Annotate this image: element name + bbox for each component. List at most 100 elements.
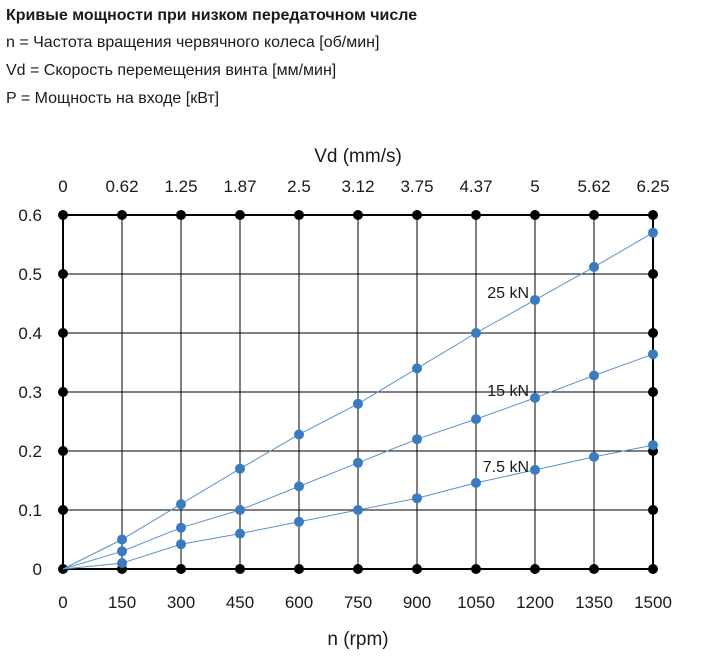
x2-tick-label: 0.62 (105, 177, 138, 196)
chart-header: Кривые мощности при низком передаточном … (6, 6, 417, 117)
frame-marker (648, 564, 658, 574)
series-label: 7.5 kN (483, 459, 529, 476)
data-point (589, 370, 599, 381)
frame-marker (58, 446, 68, 456)
data-point (117, 534, 127, 545)
x-tick-label: 300 (167, 593, 195, 612)
data-point (353, 505, 363, 515)
bottom-axis-title: n (rpm) (327, 629, 388, 650)
frame-marker (58, 505, 68, 515)
x2-tick-label: 2.5 (287, 177, 311, 196)
x2-tick-label: 5 (530, 177, 539, 196)
data-point (589, 261, 599, 272)
frame-marker (235, 564, 245, 574)
data-point (648, 227, 658, 238)
y-tick-label: 0.6 (18, 206, 42, 225)
frame-marker (58, 269, 68, 279)
frame-marker (530, 210, 540, 220)
y-tick-label: 0.4 (18, 324, 42, 343)
x2-tick-label: 5.62 (577, 177, 610, 196)
x2-tick-label: 1.87 (223, 177, 256, 196)
frame-marker (648, 210, 658, 220)
frame-marker (471, 210, 481, 220)
frame-marker (235, 210, 245, 220)
frame-marker (530, 564, 540, 574)
data-point (530, 294, 540, 305)
frame-marker (589, 210, 599, 220)
data-point (648, 440, 658, 451)
x-tick-label: 1350 (575, 593, 613, 612)
data-point (412, 434, 422, 445)
data-point (176, 522, 186, 533)
x2-tick-label: 1.25 (164, 177, 197, 196)
x2-tick-label: 4.37 (459, 177, 492, 196)
x-tick-label: 150 (108, 593, 136, 612)
x-tick-label: 450 (226, 593, 254, 612)
series-labels: 25 kN 15 kN 7.5 kN (483, 285, 529, 476)
y-tick-label: 0 (33, 560, 42, 579)
x-tick-label: 900 (403, 593, 431, 612)
x2-tick-label: 3.12 (341, 177, 374, 196)
frame-marker (648, 505, 658, 515)
x-tick-label: 750 (344, 593, 372, 612)
frame-marker (353, 564, 363, 574)
y-tick-label: 0.3 (18, 383, 42, 402)
chart-grid (58, 210, 658, 574)
data-point (471, 477, 481, 488)
frame-marker (176, 564, 186, 574)
frame-marker (648, 328, 658, 338)
legend-line-p: P = Мощность на входе [кВт] (6, 90, 220, 107)
frame-marker (58, 210, 68, 220)
data-point (353, 457, 363, 468)
frame-marker (176, 210, 186, 220)
series-points (117, 227, 658, 569)
frame-marker (648, 387, 658, 397)
data-point (530, 464, 540, 475)
data-point (235, 463, 245, 474)
x2-tick-label: 3.75 (400, 177, 433, 196)
data-point (117, 546, 127, 557)
frame-marker (648, 269, 658, 279)
x-tick-label: 1200 (516, 593, 554, 612)
frame-marker (117, 210, 127, 220)
data-point (530, 392, 540, 403)
top-axis-title: Vd (mm/s) (314, 146, 402, 167)
x-tick-label: 1050 (457, 593, 495, 612)
legend-line-n: n = Частота вращения червячного колеса [… (6, 34, 380, 51)
data-point (294, 429, 304, 440)
frame-marker (353, 210, 363, 220)
x-tick-label: 0 (58, 593, 67, 612)
series-label: 15 kN (487, 383, 529, 400)
frame-marker (412, 210, 422, 220)
data-point (412, 493, 422, 504)
series-label: 25 kN (487, 285, 529, 302)
data-point (117, 558, 127, 569)
data-point (412, 363, 422, 374)
data-point (235, 505, 245, 515)
data-point (294, 481, 304, 492)
x-tick-label: 1500 (634, 593, 672, 612)
data-point (235, 528, 245, 539)
frame-marker (294, 210, 304, 220)
y-tick-label: 0.2 (18, 442, 42, 461)
data-point (471, 328, 481, 338)
data-point (471, 414, 481, 425)
y-tick-label: 0.1 (18, 501, 42, 520)
frame-marker (412, 564, 422, 574)
data-point (294, 516, 304, 527)
frame-marker (589, 564, 599, 574)
data-point (176, 539, 186, 550)
data-point (176, 499, 186, 510)
x2-tick-label: 6.25 (636, 177, 669, 196)
legend-line-vd: Vd = Скорость перемещения винта [мм/мин] (6, 62, 337, 79)
x-tick-label: 600 (285, 593, 313, 612)
frame-marker (294, 564, 304, 574)
frame-marker (58, 387, 68, 397)
data-point (353, 398, 363, 409)
data-point (589, 451, 599, 462)
chart-title: Кривые мощности при низком передаточном … (6, 7, 418, 24)
data-point (648, 349, 658, 360)
x2-tick-label: 0 (58, 177, 67, 196)
